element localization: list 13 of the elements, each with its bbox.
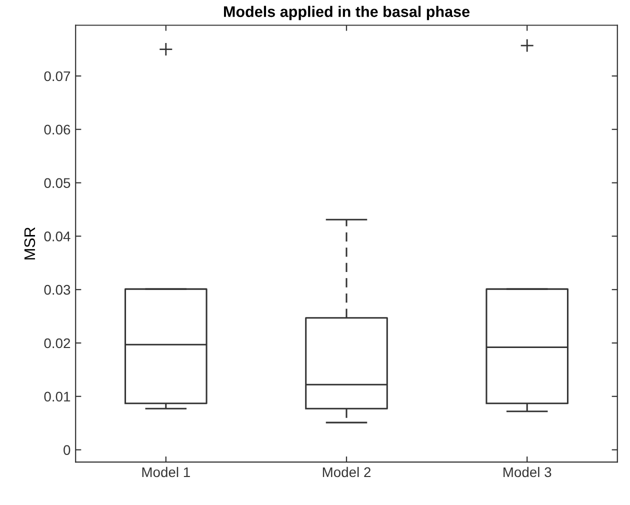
y-tick-label: 0.07 xyxy=(44,71,70,82)
y-tick-label: 0.05 xyxy=(44,178,70,188)
y-tick-label: 0.04 xyxy=(44,232,70,242)
x-tick-label: Model 3 xyxy=(504,466,552,478)
y-tick-label: 0.03 xyxy=(44,284,70,295)
chart-title: Models applied in the basal phase xyxy=(224,6,470,20)
y-tick-label: 0.01 xyxy=(44,392,70,402)
x-tick-label: Model 1 xyxy=(142,466,190,478)
x-tick-label: Model 2 xyxy=(322,466,371,478)
y-tick-label: 0.06 xyxy=(44,124,70,135)
y-tick-label: 0 xyxy=(64,445,70,455)
y-axis-title: MSR xyxy=(24,227,36,260)
y-tick-label: 0.02 xyxy=(44,338,70,348)
